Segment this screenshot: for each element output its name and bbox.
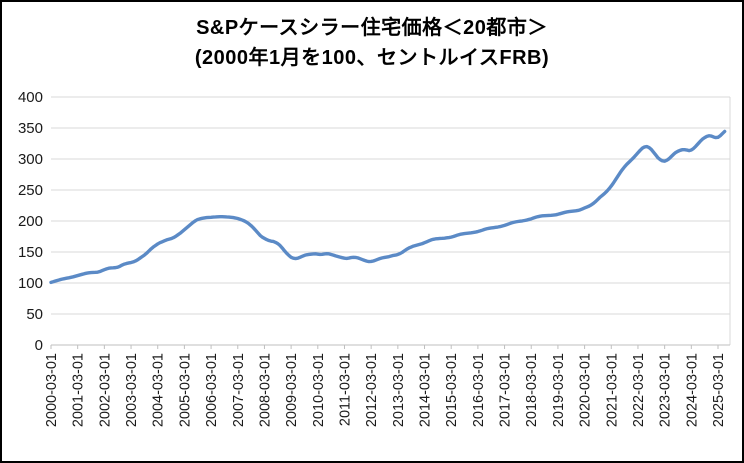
y-tick-label-0: 0 bbox=[35, 337, 43, 354]
x-tick-label-2017-03-01: 2017-03-01 bbox=[498, 353, 514, 427]
x-tick-label-2006-03-01: 2006-03-01 bbox=[204, 353, 220, 427]
y-tick-label-200: 200 bbox=[18, 213, 43, 230]
x-tick-label-2001-03-01: 2001-03-01 bbox=[71, 353, 87, 427]
x-tick-label-2024-03-01: 2024-03-01 bbox=[684, 353, 700, 427]
chart-title-line1: S&Pケースシラー住宅価格＜20都市＞ bbox=[196, 17, 548, 39]
x-tick-label-2013-03-01: 2013-03-01 bbox=[391, 353, 407, 427]
chart-title: S&Pケースシラー住宅価格＜20都市＞ (2000年1月を100、セントルイスF… bbox=[2, 13, 742, 73]
x-tick-label-2008-03-01: 2008-03-01 bbox=[257, 353, 273, 427]
x-tick-label-2021-03-01: 2021-03-01 bbox=[604, 353, 620, 427]
chart-title-line2: (2000年1月を100、セントルイスFRB) bbox=[194, 47, 550, 69]
x-tick-label-2016-03-01: 2016-03-01 bbox=[471, 353, 487, 427]
y-tick-label-250: 250 bbox=[18, 182, 43, 199]
x-tick-label-2019-03-01: 2019-03-01 bbox=[551, 353, 567, 427]
y-tick-label-50: 50 bbox=[26, 306, 43, 323]
x-tick-label-2003-03-01: 2003-03-01 bbox=[124, 353, 140, 427]
x-tick-label-2025-03-01: 2025-03-01 bbox=[711, 353, 727, 427]
x-tick-label-2018-03-01: 2018-03-01 bbox=[524, 353, 540, 427]
x-tick-label-2000-03-01: 2000-03-01 bbox=[44, 353, 60, 427]
y-tick-label-150: 150 bbox=[18, 244, 43, 261]
x-tick-label-2005-03-01: 2005-03-01 bbox=[177, 353, 193, 427]
x-tick-label-2022-03-01: 2022-03-01 bbox=[631, 353, 647, 427]
y-tick-label-350: 350 bbox=[18, 120, 43, 137]
x-axis bbox=[50, 344, 730, 349]
y-tick-label-100: 100 bbox=[18, 275, 43, 292]
x-tick-label-2010-03-01: 2010-03-01 bbox=[311, 353, 327, 427]
x-tick-label-2020-03-01: 2020-03-01 bbox=[578, 353, 594, 427]
y-gridlines bbox=[51, 96, 730, 315]
x-tick-label-2011-03-01: 2011-03-01 bbox=[337, 353, 353, 426]
y-axis-labels: 0 50 100 150 200 250 300 350 400 bbox=[18, 89, 43, 354]
x-tick-label-2004-03-01: 2004-03-01 bbox=[151, 353, 167, 427]
x-tick-label-2007-03-01: 2007-03-01 bbox=[231, 353, 247, 427]
x-tick-label-2015-03-01: 2015-03-01 bbox=[444, 353, 460, 427]
x-tick-label-2023-03-01: 2023-03-01 bbox=[658, 353, 674, 427]
y-tick-label-300: 300 bbox=[18, 151, 43, 168]
price-line-series bbox=[49, 129, 727, 285]
x-tick-label-2009-03-01: 2009-03-01 bbox=[284, 353, 300, 427]
y-tick-label-400: 400 bbox=[18, 89, 43, 106]
x-axis-labels: 2000-03-01 2001-03-01 2002-03-01 2003-03-01… bbox=[44, 353, 727, 427]
x-tick-label-2012-03-01: 2012-03-01 bbox=[364, 353, 380, 427]
x-tick-label-2014-03-01: 2014-03-01 bbox=[418, 353, 434, 427]
x-tick-label-2002-03-01: 2002-03-01 bbox=[97, 353, 113, 427]
